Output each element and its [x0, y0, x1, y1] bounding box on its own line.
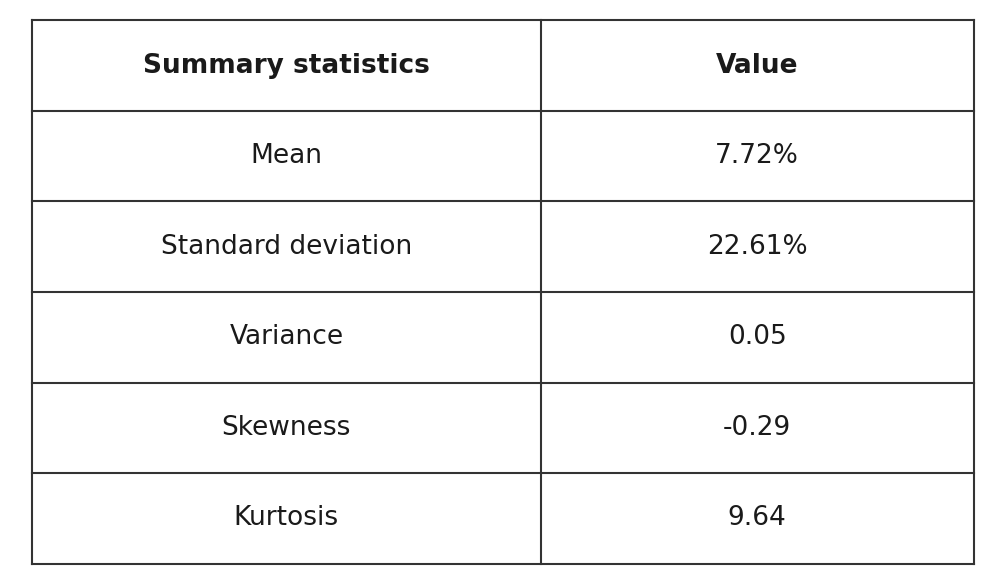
Text: Summary statistics: Summary statistics: [143, 53, 430, 79]
Text: Variance: Variance: [229, 324, 343, 350]
Text: Mean: Mean: [250, 143, 323, 169]
Text: Kurtosis: Kurtosis: [233, 505, 339, 531]
Text: Value: Value: [716, 53, 799, 79]
Text: -0.29: -0.29: [723, 415, 792, 441]
Text: Standard deviation: Standard deviation: [161, 234, 412, 260]
Text: Skewness: Skewness: [221, 415, 351, 441]
Text: 9.64: 9.64: [728, 505, 787, 531]
Text: 7.72%: 7.72%: [715, 143, 799, 169]
Text: 0.05: 0.05: [728, 324, 787, 350]
Text: 22.61%: 22.61%: [707, 234, 808, 260]
